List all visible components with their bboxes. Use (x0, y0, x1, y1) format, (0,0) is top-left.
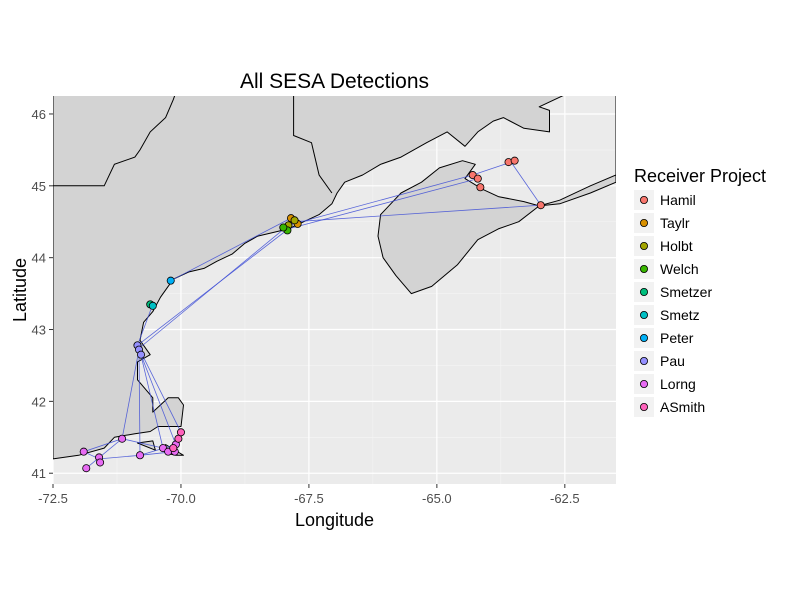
legend: Receiver Project Hamil Taylr Holbt Welch Sme… (634, 166, 766, 417)
x-tick-label: -70.0 (166, 491, 196, 506)
land-polygon (377, 160, 540, 295)
chart-title: All SESA Detections (240, 70, 429, 93)
legend-key-holbt (640, 241, 649, 250)
legend-label-holbt: Holbt (660, 238, 693, 254)
legend-label-smetz: Smetz (660, 307, 700, 323)
point-smetz (148, 301, 157, 310)
legend-title: Receiver Project (634, 166, 766, 186)
legend-label-pau: Pau (660, 353, 685, 369)
point-asmith (169, 444, 178, 453)
y-tick-label: 45 (32, 179, 46, 194)
point-welch (279, 223, 288, 232)
x-axis-title: Longitude (295, 510, 374, 530)
point-hamil (536, 201, 545, 210)
point-hamil (473, 174, 482, 183)
legend-label-asmith: ASmith (660, 399, 705, 415)
point-lorng (136, 451, 145, 460)
point-lorng (118, 434, 127, 443)
land-layer (53, 96, 616, 460)
x-tick-label: -67.5 (294, 491, 324, 506)
legend-key-asmith (640, 402, 649, 411)
track-line (139, 161, 542, 348)
legend-key-lorng (640, 379, 649, 388)
border-line (293, 96, 333, 194)
legend-key-peter (640, 333, 649, 342)
point-layer (79, 156, 545, 473)
point-holbt (290, 216, 299, 225)
legend-key-smetzer (640, 287, 649, 296)
x-tick-label: -62.5 (550, 491, 580, 506)
track-line (82, 304, 182, 460)
y-tick-label: 41 (32, 466, 46, 481)
point-hamil (510, 156, 519, 165)
y-tick-label: 43 (32, 323, 46, 338)
y-tick-label: 42 (32, 394, 46, 409)
legend-key-smetz (640, 310, 649, 319)
border-line (53, 96, 176, 187)
legend-key-pau (640, 356, 649, 365)
point-hamil (476, 183, 485, 192)
y-axis-title: Latitude (10, 258, 30, 322)
y-tick-label: 44 (32, 251, 46, 266)
legend-label-hamil: Hamil (660, 192, 696, 208)
y-tick-label: 46 (32, 107, 46, 122)
legend-label-taylr: Taylr (660, 215, 690, 231)
legend-key-welch (640, 264, 649, 273)
x-tick-label: -72.5 (38, 491, 68, 506)
legend-label-lorng: Lorng (660, 376, 696, 392)
x-tick-label: -65.0 (422, 491, 452, 506)
point-asmith (176, 428, 185, 437)
legend-label-peter: Peter (660, 330, 694, 346)
legend-label-welch: Welch (660, 261, 699, 277)
point-lorng (96, 458, 105, 467)
point-lorng (82, 464, 91, 473)
legend-key-hamil (640, 195, 649, 204)
legend-key-taylr (640, 218, 649, 227)
point-peter (166, 276, 175, 285)
point-lorng (79, 447, 88, 456)
axes: -72.5 -70.0 -67.5 -65.0 -62.5 41 42 43 44 45 46 (32, 107, 580, 506)
point-pau (137, 350, 146, 359)
legend-label-smetzer: Smetzer (660, 284, 712, 300)
land-polygon (53, 96, 616, 460)
